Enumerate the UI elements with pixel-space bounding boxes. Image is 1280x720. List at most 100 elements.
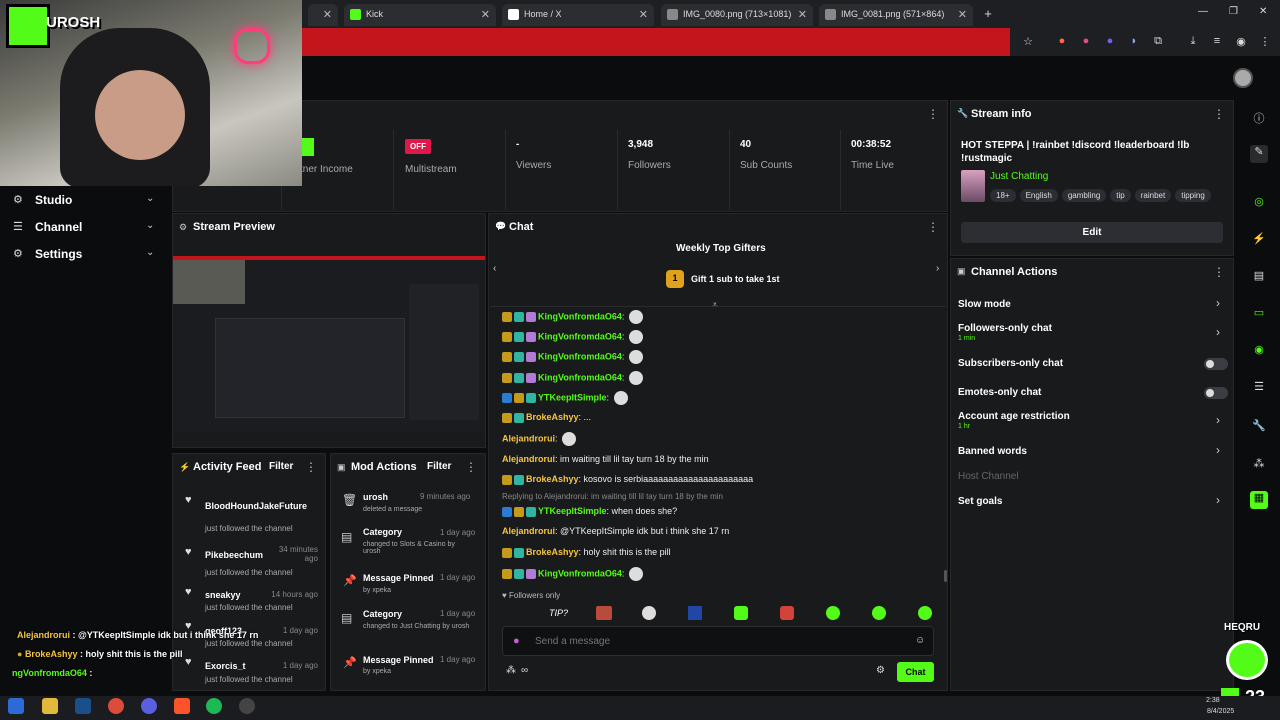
tag[interactable]: rainbet bbox=[1134, 189, 1172, 202]
emote[interactable] bbox=[918, 606, 932, 620]
chevron-right-icon[interactable]: › bbox=[936, 263, 940, 274]
broadcast-icon[interactable]: ◉ bbox=[1254, 344, 1264, 356]
more-icon[interactable]: ⋮ bbox=[465, 460, 477, 474]
close-icon[interactable]: ✕ bbox=[638, 9, 648, 21]
close-icon[interactable]: ✕ bbox=[322, 9, 332, 21]
spotify-icon[interactable] bbox=[206, 698, 222, 714]
category-thumbnail[interactable] bbox=[961, 170, 985, 202]
discord-icon[interactable] bbox=[141, 698, 157, 714]
layout-icon[interactable]: ☰ bbox=[1254, 381, 1264, 393]
chat-message[interactable]: KingVonfromdaO64: bbox=[502, 371, 643, 385]
activity-user[interactable]: BloodHoundJakeFuture bbox=[205, 501, 308, 511]
clapperboard-icon[interactable]: ▦ bbox=[1250, 491, 1268, 509]
mod-action-title[interactable]: Message Pinned bbox=[363, 573, 434, 583]
extension-icon[interactable]: ● bbox=[1082, 35, 1090, 47]
chevron-down-icon[interactable]: ⌄ bbox=[146, 193, 155, 204]
filter-button[interactable]: Filter bbox=[427, 461, 452, 472]
nav-channel[interactable]: Channel bbox=[35, 220, 83, 234]
chat-message[interactable]: BrokeAshyy: holy shit this is the pill bbox=[502, 547, 671, 558]
mod-action-title[interactable]: urosh bbox=[363, 492, 389, 502]
chevron-right-icon[interactable]: › bbox=[1216, 413, 1220, 427]
camera-icon[interactable]: ◎ bbox=[1254, 196, 1264, 208]
emote[interactable] bbox=[688, 606, 702, 620]
mod-action-title[interactable]: Message Pinned bbox=[363, 655, 434, 665]
banned-words-item[interactable]: Banned words bbox=[958, 446, 1027, 457]
tab-img81[interactable]: IMG_0081.png (571×864) ✕ bbox=[819, 4, 973, 26]
activity-user[interactable]: geoff123 bbox=[205, 626, 243, 636]
tag[interactable]: tipping bbox=[1175, 189, 1211, 202]
activity-user[interactable]: sneakyy bbox=[205, 590, 241, 600]
chat-username[interactable]: KingVonfromdaO64 bbox=[538, 568, 622, 579]
list-icon[interactable]: ≡ bbox=[1213, 35, 1221, 47]
chevron-down-icon[interactable]: ⌄ bbox=[146, 247, 155, 258]
chat-message[interactable]: KingVonfromdaO64: bbox=[502, 567, 643, 581]
clipboard-icon[interactable]: ▤ bbox=[1253, 270, 1265, 282]
wrench-icon[interactable]: 🔧 bbox=[1252, 420, 1266, 432]
tag[interactable]: 18+ bbox=[990, 189, 1016, 202]
chat-message[interactable]: KingVonfromdaO64: bbox=[502, 330, 643, 344]
close-icon[interactable]: ✕ bbox=[797, 9, 807, 21]
chat-message[interactable]: Alejandrorui: @YTKeepItSimple idk but i … bbox=[502, 526, 729, 536]
chat-message[interactable]: Alejandrorui: bbox=[502, 432, 577, 446]
chevron-right-icon[interactable]: › bbox=[1216, 325, 1220, 339]
emoji-icon[interactable]: ☺ bbox=[915, 635, 926, 646]
emote[interactable] bbox=[596, 606, 612, 620]
avatar[interactable] bbox=[1233, 68, 1253, 88]
gear-icon[interactable]: ⚙ bbox=[876, 665, 885, 676]
chat-username[interactable]: BrokeAshyy bbox=[526, 412, 579, 422]
chat-input-box[interactable]: ● ☺ bbox=[502, 626, 934, 656]
emote-tip[interactable]: TIP? bbox=[549, 608, 569, 618]
emote[interactable] bbox=[734, 606, 748, 620]
gift-cta[interactable]: Gift 1 sub to take 1st bbox=[691, 274, 780, 284]
chat-message[interactable]: BrokeAshyy: kosovo is serbiaaaaaaaaaaaaa… bbox=[502, 474, 753, 485]
emote[interactable] bbox=[872, 606, 886, 620]
scrollbar[interactable] bbox=[944, 570, 947, 582]
tag[interactable]: gambling bbox=[1061, 189, 1107, 202]
send-chat-button[interactable]: Chat bbox=[897, 662, 934, 682]
mod-action-title[interactable]: Category bbox=[363, 609, 403, 619]
chat-message[interactable]: YTKeepItSimple: bbox=[502, 391, 628, 405]
more-icon[interactable]: ⋮ bbox=[1213, 107, 1225, 121]
category-link[interactable]: Just Chatting bbox=[990, 171, 1049, 182]
slow-mode-item[interactable]: Slow mode bbox=[958, 299, 1011, 310]
brave-icon[interactable] bbox=[174, 698, 190, 714]
pencil-icon[interactable]: ✎ bbox=[1250, 145, 1268, 163]
tab-kick[interactable]: Kick ✕ bbox=[344, 4, 496, 26]
edit-button[interactable]: Edit bbox=[961, 222, 1223, 243]
mod-action-title[interactable]: Category bbox=[363, 527, 403, 537]
chevron-right-icon[interactable]: › bbox=[1216, 296, 1220, 310]
chrome-icon[interactable] bbox=[108, 698, 124, 714]
chat-message[interactable]: BrokeAshyy: ... bbox=[502, 412, 591, 423]
chat-message[interactable]: Alejandrorui: im waiting till lil tay tu… bbox=[502, 454, 709, 464]
chat-bubble-icon[interactable]: ▭ bbox=[1253, 307, 1265, 319]
chevron-left-icon[interactable]: ‹ bbox=[493, 263, 497, 274]
chat-username[interactable]: Alejandrorui bbox=[502, 526, 556, 536]
stream-preview-video[interactable] bbox=[173, 256, 485, 432]
set-goals-item[interactable]: Set goals bbox=[958, 496, 1003, 507]
nav-studio[interactable]: Studio bbox=[35, 193, 73, 207]
emote[interactable] bbox=[642, 606, 656, 620]
chat-message[interactable]: KingVonfromdaO64: bbox=[502, 350, 643, 364]
close-icon[interactable]: ✕ bbox=[957, 9, 967, 21]
chat-username[interactable]: BrokeAshyy bbox=[526, 474, 579, 484]
tab-partial[interactable]: ✕ bbox=[308, 4, 338, 26]
multistream-status-badge[interactable]: OFF bbox=[405, 139, 431, 154]
chat-message-input[interactable] bbox=[535, 632, 895, 650]
menu-icon[interactable]: ⋮ bbox=[1259, 36, 1271, 48]
filter-button[interactable]: Filter bbox=[269, 461, 294, 472]
steam-icon[interactable] bbox=[75, 698, 91, 714]
emotes-only-toggle[interactable] bbox=[1204, 387, 1228, 399]
info-icon[interactable]: ⓘ bbox=[1253, 113, 1265, 125]
windows-start-icon[interactable] bbox=[8, 698, 24, 714]
tag[interactable]: tip bbox=[1110, 189, 1131, 202]
new-tab-button[interactable]: + bbox=[984, 6, 992, 21]
chat-username[interactable]: YTKeepItSimple bbox=[538, 506, 607, 516]
activity-user[interactable]: Pikebeechum bbox=[205, 550, 264, 560]
tab-img80[interactable]: IMG_0080.png (713×1081) ✕ bbox=[661, 4, 813, 26]
obs-icon[interactable] bbox=[239, 698, 255, 714]
chat-username[interactable]: YTKeepItSimple bbox=[538, 392, 607, 403]
chat-username[interactable]: KingVonfromdaO64 bbox=[538, 331, 622, 342]
maximize-button[interactable]: ❐ bbox=[1229, 6, 1238, 17]
collapse-icon[interactable]: ⩡ bbox=[712, 300, 718, 311]
points-icon[interactable]: ⁂ bbox=[506, 665, 516, 676]
